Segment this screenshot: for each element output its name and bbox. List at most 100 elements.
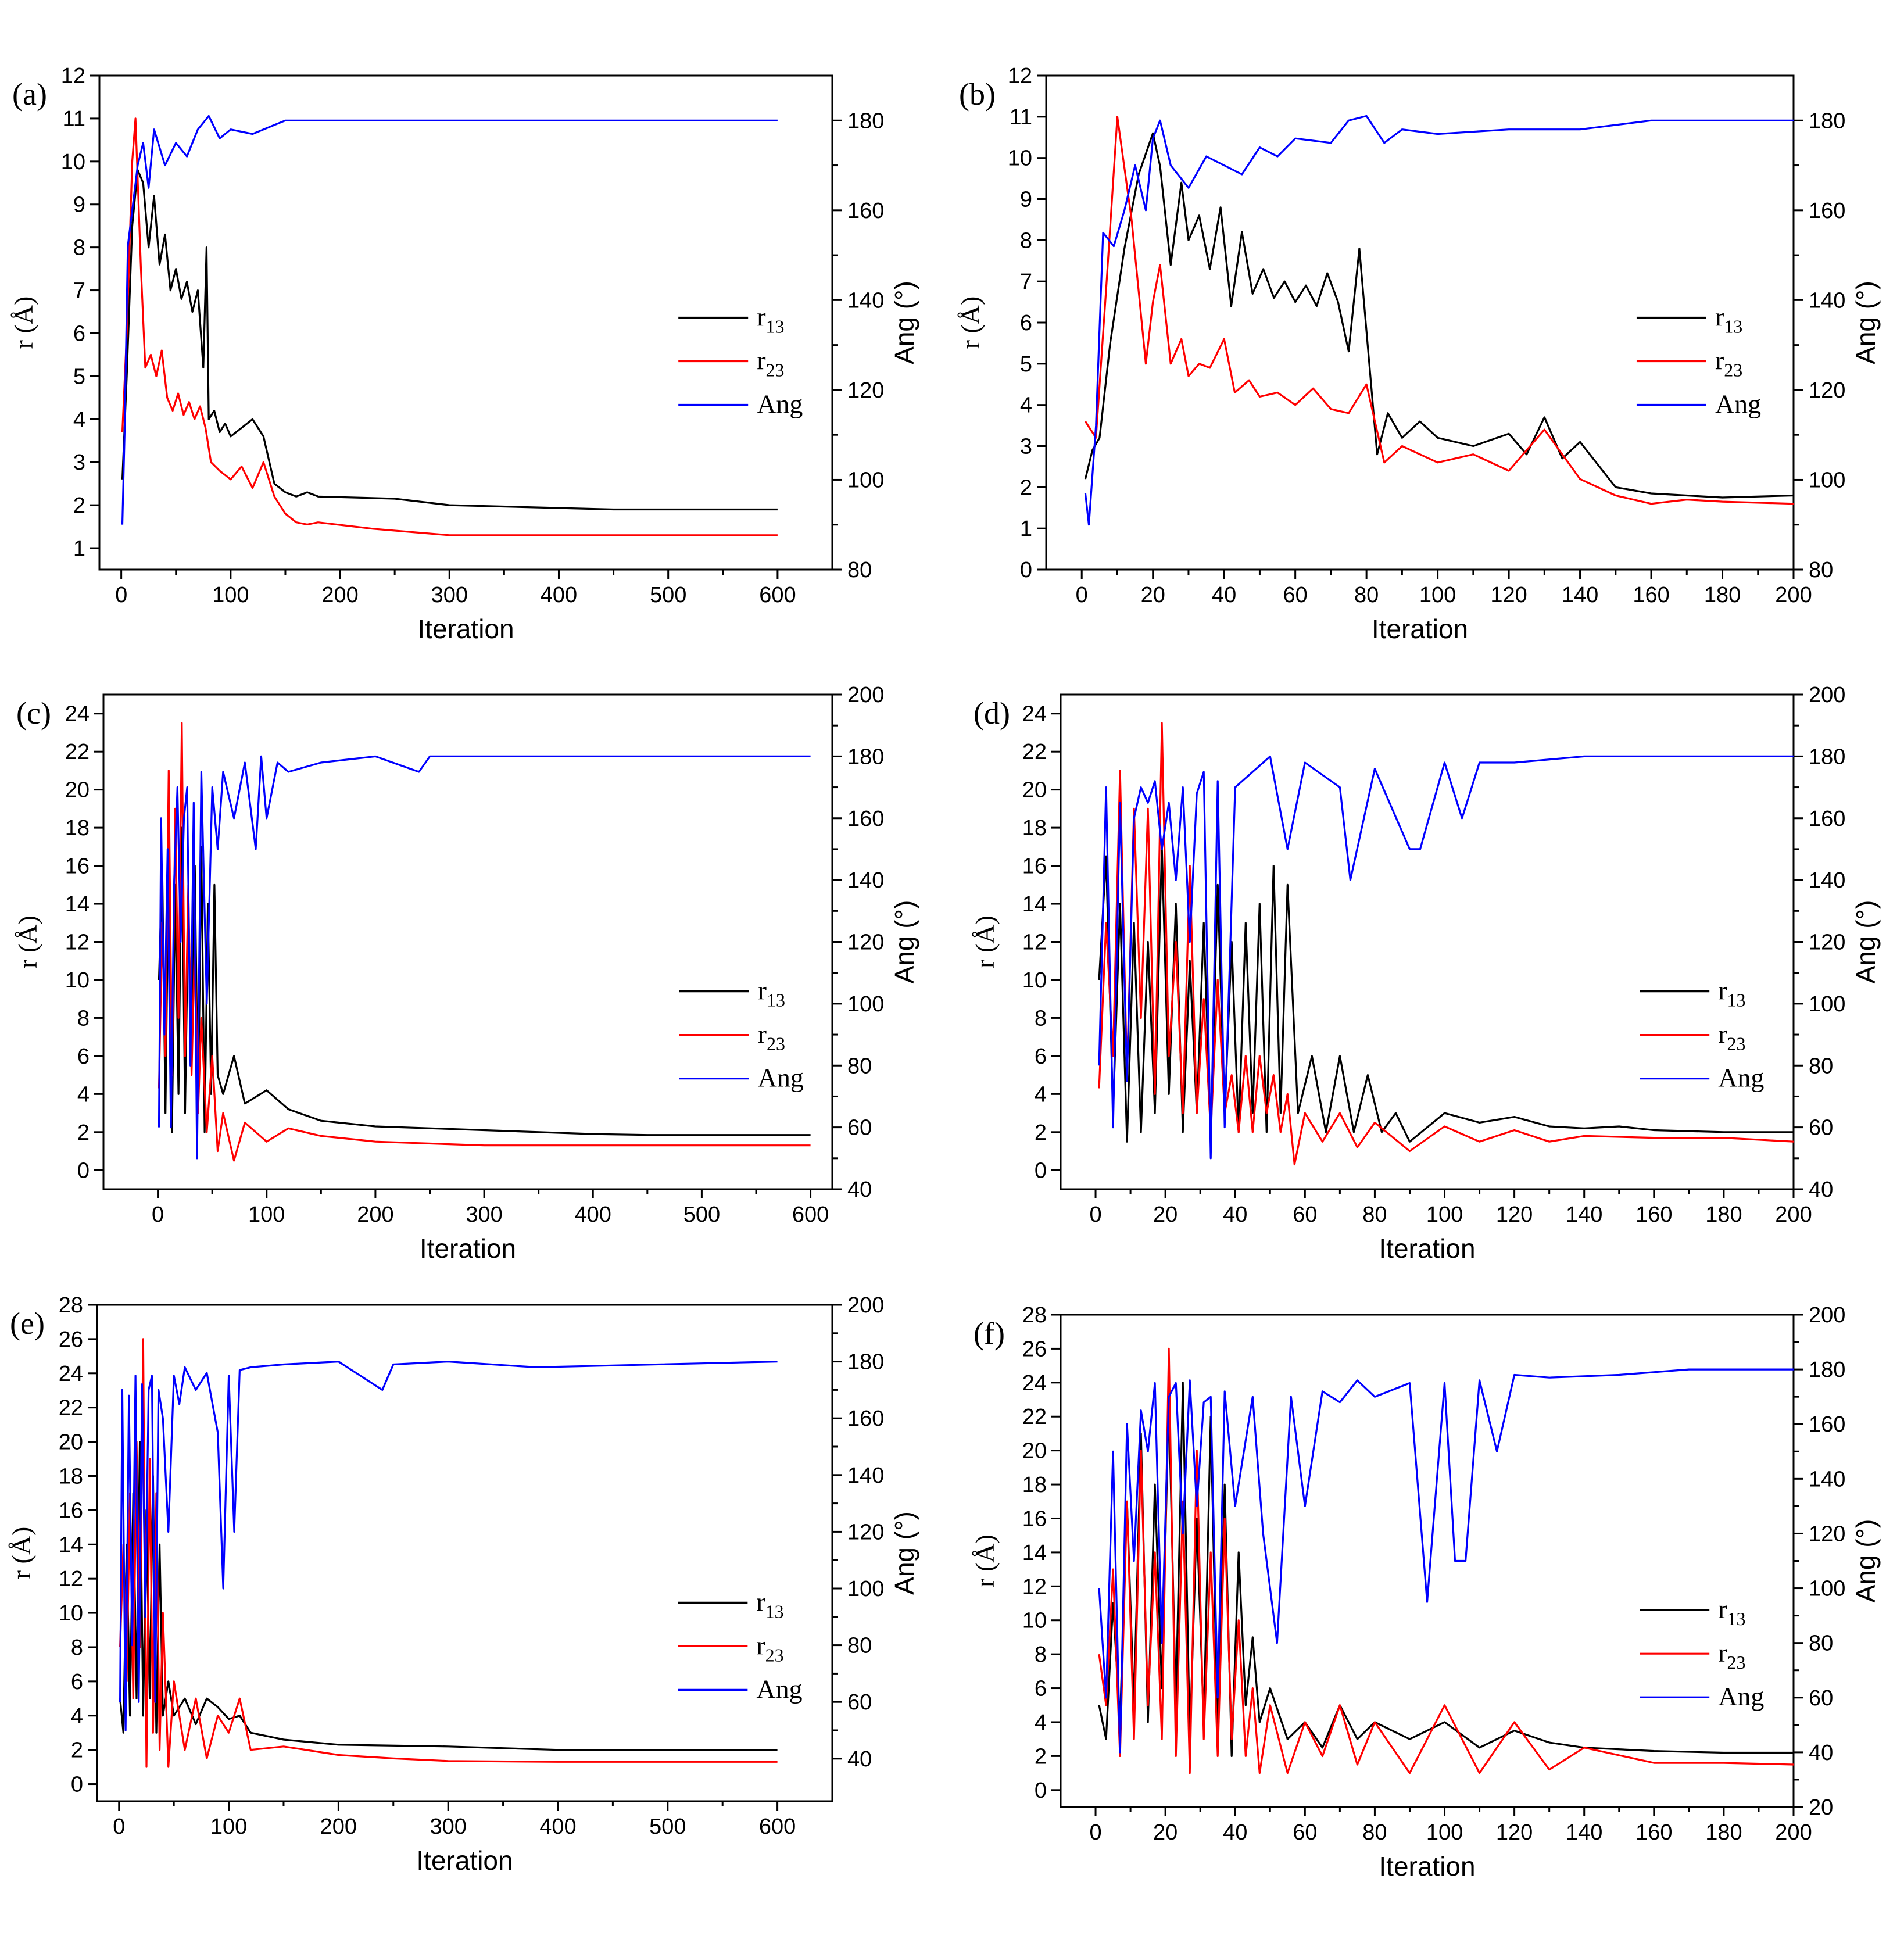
y-tick-label: 10	[1022, 1609, 1047, 1633]
y-tick-label: 6	[77, 1044, 90, 1069]
x-tick-label: 140	[1566, 1820, 1602, 1845]
y-tick-label: 5	[1020, 352, 1032, 377]
x-axis-label: Iteration	[1372, 614, 1468, 644]
x-tick-label: 60	[1283, 583, 1308, 607]
x-axis-label: Iteration	[420, 1233, 516, 1264]
y-tick-label: 16	[1022, 854, 1047, 879]
y-tick-label: 18	[65, 816, 90, 840]
y-tick-label: 4	[1035, 1082, 1047, 1107]
y2-axis-label: Ang (°)	[1851, 281, 1881, 364]
y-tick-label: 0	[77, 1158, 90, 1183]
y2-tick-label: 180	[847, 745, 884, 769]
y-tick-label: 1	[73, 536, 85, 561]
panel-label: (f)	[974, 1316, 1005, 1351]
y-axis-label: r (Å)	[970, 915, 1000, 968]
x-tick-label: 100	[210, 1815, 247, 1839]
series-line-r13	[119, 1441, 778, 1751]
y-tick-label: 12	[1008, 64, 1032, 88]
y-axis-label: r (Å)	[970, 1534, 1000, 1587]
y-tick-label: 11	[1010, 105, 1032, 130]
x-tick-label: 0	[1089, 1820, 1101, 1845]
y-tick-label: 10	[65, 968, 90, 993]
x-tick-label: 300	[466, 1203, 502, 1227]
x-tick-label: 180	[1705, 1203, 1742, 1227]
y2-tick-label: 160	[1809, 807, 1845, 831]
series-line-Ang	[1084, 115, 1794, 526]
y-tick-label: 5	[73, 364, 85, 389]
x-tick-label: 400	[541, 583, 577, 607]
y-tick-label: 26	[1022, 1337, 1047, 1361]
legend-label-subscript: 13	[766, 316, 785, 337]
x-tick-label: 200	[1775, 1820, 1812, 1845]
y-tick-label: 16	[65, 854, 90, 879]
y2-tick-label: 180	[1809, 1358, 1845, 1382]
y2-tick-label: 60	[1809, 1116, 1833, 1140]
y2-tick-label: 180	[847, 109, 884, 133]
y2-tick-label: 100	[1809, 468, 1845, 492]
x-tick-label: 60	[1293, 1820, 1317, 1845]
series-line-Ang	[119, 1361, 778, 1731]
y-tick-label: 0	[1035, 1158, 1047, 1183]
y-tick-label: 14	[1022, 892, 1047, 917]
y-tick-label: 18	[59, 1464, 83, 1489]
y2-tick-label: 160	[1809, 1412, 1845, 1437]
y-tick-label: 18	[1022, 1473, 1047, 1497]
y-tick-label: 9	[1020, 188, 1032, 212]
legend-label-subscript: 23	[1724, 360, 1742, 381]
legend-label-subscript: 13	[1727, 990, 1746, 1011]
y2-tick-label: 80	[847, 558, 872, 582]
legend-label-subscript: 13	[1724, 316, 1742, 337]
x-tick-label: 200	[1775, 1203, 1812, 1227]
y2-tick-label: 140	[1809, 288, 1845, 313]
x-tick-label: 180	[1704, 583, 1741, 607]
legend-label-Ang: Ang	[756, 1674, 802, 1704]
y2-axis-label: Ang (°)	[889, 900, 919, 984]
x-tick-label: 0	[1089, 1203, 1101, 1227]
y-tick-label: 22	[59, 1396, 83, 1421]
x-tick-label: 200	[357, 1203, 393, 1227]
y-tick-label: 8	[77, 1006, 90, 1031]
panel-c: 0 100 200 300 400 500 600024681012141618202224…	[13, 683, 919, 1264]
y2-tick-label: 200	[1809, 1303, 1845, 1328]
y-tick-label: 14	[65, 892, 90, 917]
legend-label-r23: r23	[756, 1630, 783, 1665]
legend-label-Ang: Ang	[757, 389, 803, 419]
y-tick-label: 7	[1020, 270, 1032, 294]
x-tick-label: 80	[1354, 583, 1379, 607]
x-tick-label: 160	[1633, 583, 1669, 607]
y2-tick-label: 40	[1809, 1178, 1833, 1202]
x-tick-label: 160	[1635, 1820, 1672, 1845]
y2-tick-label: 120	[847, 1520, 884, 1544]
y-tick-label: 3	[1020, 435, 1032, 459]
legend-label-subscript: 23	[767, 1033, 785, 1054]
y2-axis-label: Ang (°)	[1851, 900, 1881, 984]
x-tick-label: 120	[1496, 1203, 1533, 1227]
plot-frame	[1060, 693, 1795, 1190]
legend-label-r23: r23	[757, 346, 784, 381]
x-tick-label: 140	[1566, 1203, 1602, 1227]
y-tick-label: 12	[65, 931, 90, 955]
x-tick-label: 100	[248, 1203, 285, 1227]
y-tick-label: 12	[59, 1567, 83, 1591]
y2-tick-label: 120	[1809, 378, 1845, 403]
y2-tick-label: 80	[847, 1634, 872, 1658]
series-line-r23	[1085, 116, 1794, 505]
y-tick-label: 18	[1022, 816, 1047, 840]
y-tick-label: 7	[73, 279, 85, 303]
y2-tick-label: 100	[847, 1577, 884, 1601]
y-tick-label: 22	[1022, 1405, 1047, 1429]
panel-b: 0 20 40 60 80 100 120 140 160 180 2000123456789101…	[955, 64, 1881, 644]
y2-tick-label: 140	[847, 868, 884, 893]
x-axis-label: Iteration	[417, 614, 514, 644]
y-tick-label: 14	[1022, 1541, 1047, 1565]
y2-tick-label: 120	[847, 931, 884, 955]
y-tick-label: 1	[1020, 517, 1032, 541]
y-tick-label: 14	[59, 1533, 83, 1557]
y-tick-label: 4	[1035, 1711, 1047, 1735]
y2-tick-label: 80	[1809, 1631, 1833, 1656]
x-tick-label: 80	[1362, 1820, 1387, 1845]
y-tick-label: 8	[1035, 1643, 1047, 1667]
y-tick-label: 22	[1022, 740, 1047, 764]
legend-label-subscript: 23	[1727, 1652, 1746, 1673]
